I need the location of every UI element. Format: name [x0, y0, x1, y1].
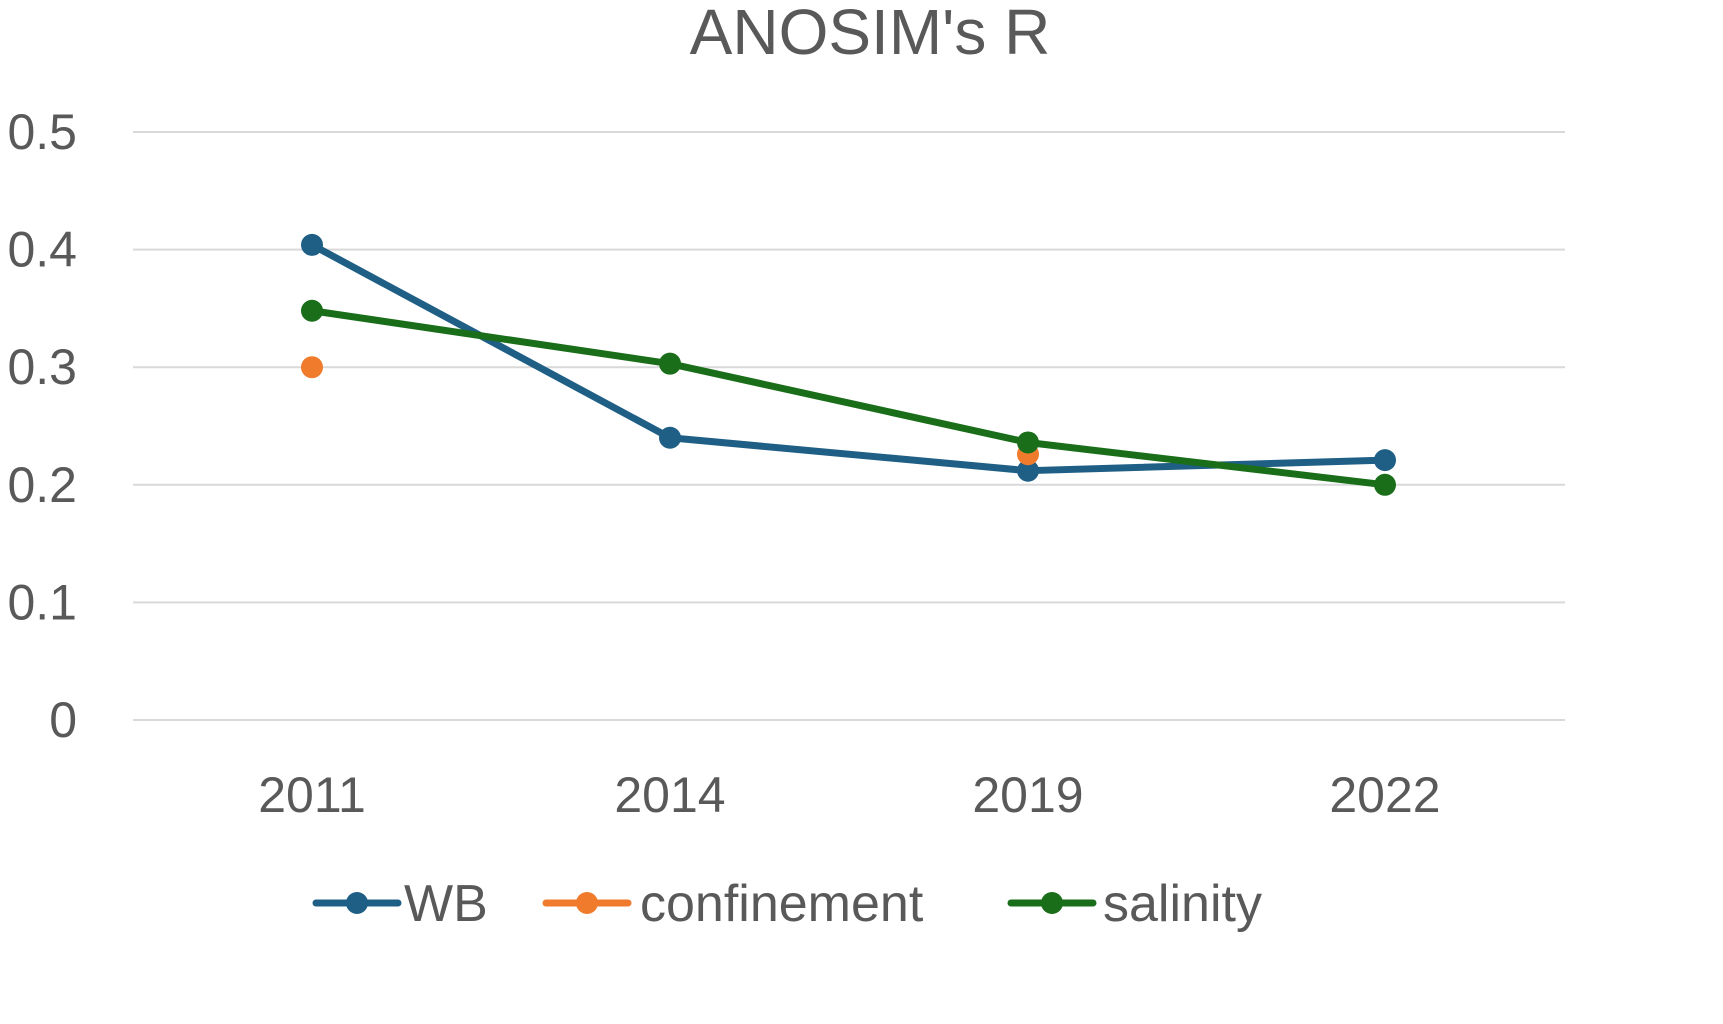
data-point-wb-2014 — [659, 426, 681, 449]
data-point-wb-2019 — [1017, 459, 1039, 482]
series-line-salinity-2 — [1024, 438, 1389, 489]
y-tick-label-0-4: 0.4 — [7, 222, 77, 278]
y-tick-label-0-5: 0.5 — [7, 104, 77, 160]
data-point-salinity-2011 — [301, 299, 323, 322]
legend-swatch-marker — [576, 892, 598, 914]
legend-item-confinement: confinement — [542, 875, 924, 933]
legend-label: confinement — [640, 875, 924, 933]
series-line-wb-1 — [666, 434, 1032, 475]
data-point-confinement-2011 — [301, 356, 323, 379]
gridlines — [133, 131, 1565, 721]
legend-item-wb: WB — [312, 875, 488, 933]
legend-label: salinity — [1103, 875, 1262, 933]
data-point-wb-2011 — [301, 233, 323, 256]
x-tick-label-2019: 2019 — [972, 767, 1083, 823]
y-tick-label-0-2: 0.2 — [7, 457, 77, 513]
y-tick-label-0-3: 0.3 — [7, 339, 77, 395]
chart-title: ANOSIM's R — [690, 0, 1051, 68]
data-point-salinity-2022 — [1374, 473, 1396, 496]
data-point-salinity-2019 — [1017, 431, 1039, 454]
legend-item-salinity: salinity — [1007, 875, 1262, 933]
y-axis-tick-labels: 0 0.1 0.2 0.3 0.4 0.5 — [7, 104, 77, 748]
x-tick-label-2011: 2011 — [258, 767, 366, 823]
data-series — [301, 233, 1396, 496]
data-point-wb-2022 — [1374, 449, 1396, 472]
legend: WB confinement salinity — [312, 875, 1262, 933]
data-point-salinity-2014 — [659, 352, 681, 375]
series-line-salinity-0 — [308, 307, 674, 368]
series-line-wb-0 — [308, 241, 674, 442]
series-salinity — [301, 299, 1396, 496]
x-axis-tick-labels: 2011 2014 2019 2022 — [258, 767, 1440, 823]
series-wb — [301, 233, 1396, 482]
legend-swatch-marker — [1041, 892, 1063, 914]
legend-label: WB — [404, 875, 488, 933]
series-line-salinity-1 — [666, 360, 1032, 446]
y-tick-label-0-1: 0.1 — [7, 574, 77, 630]
y-tick-label-0: 0 — [49, 692, 77, 748]
legend-swatch-marker — [346, 892, 368, 914]
x-tick-label-2022: 2022 — [1329, 767, 1440, 823]
x-tick-label-2014: 2014 — [614, 767, 725, 823]
